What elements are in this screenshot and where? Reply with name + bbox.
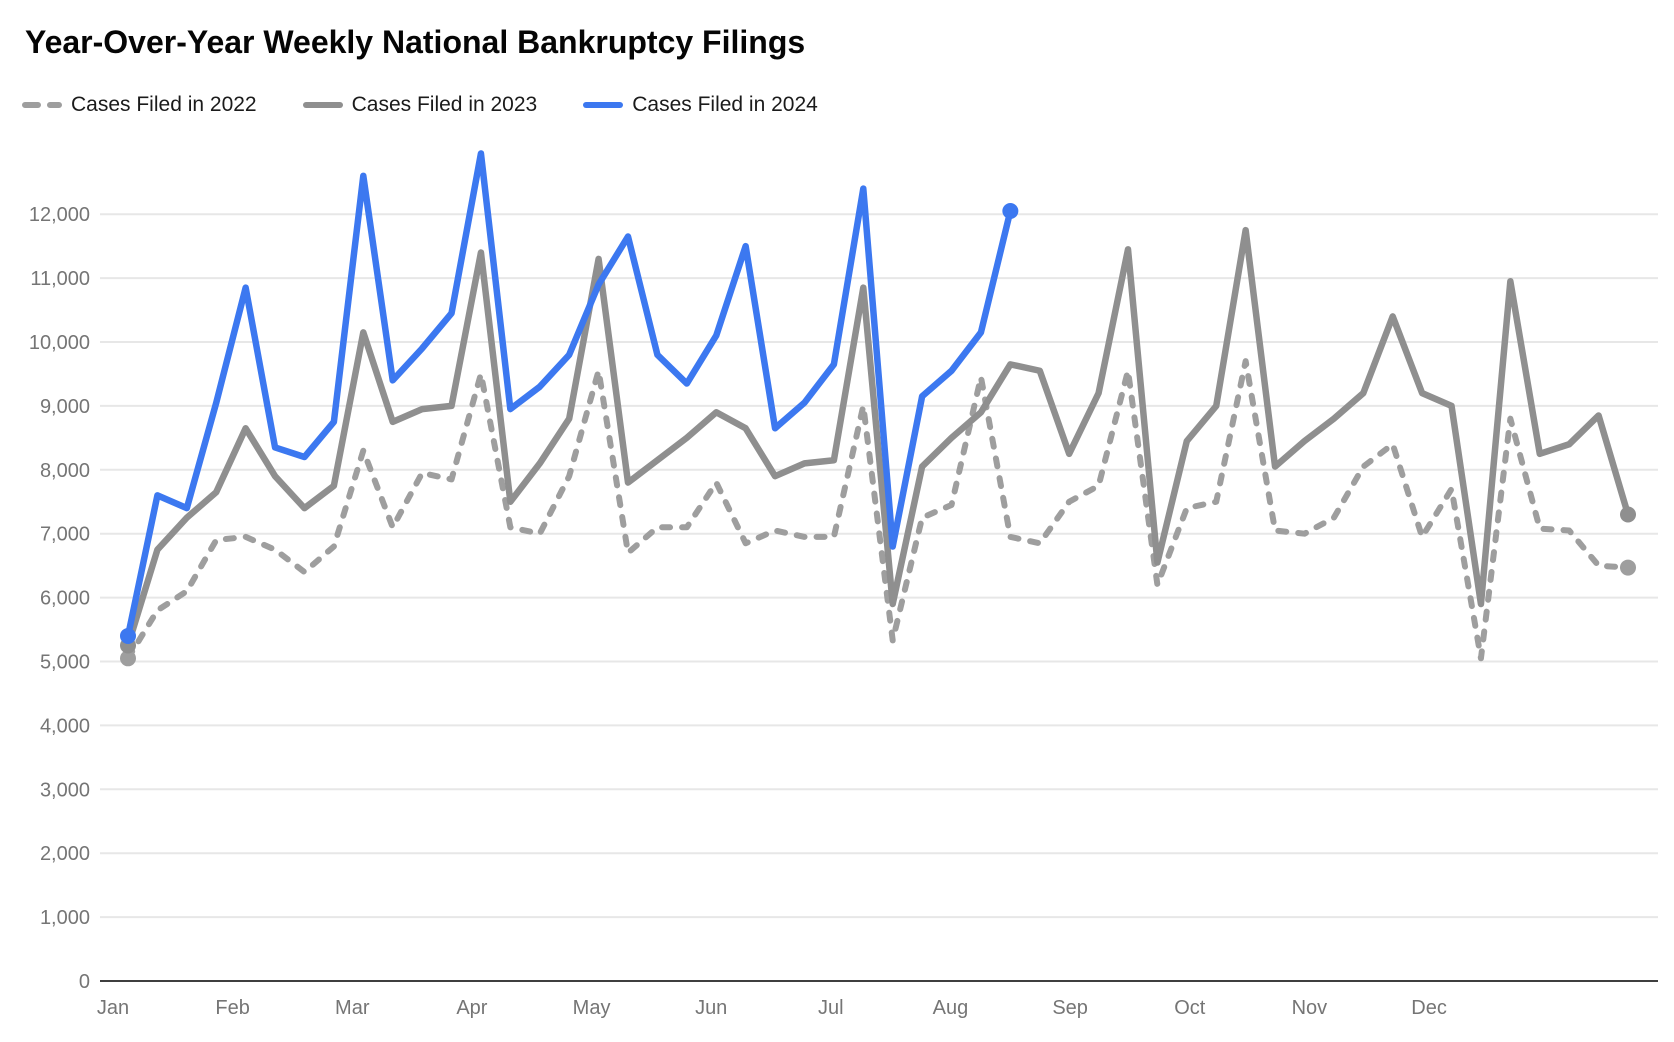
y-tick-label: 6,000 [40, 588, 90, 610]
x-axis-labels: Jan Feb Mar Apr May Jun Jul Aug Sep Oct Nov Dec [97, 997, 1447, 1019]
gridlines [100, 213, 1658, 982]
month-label: Feb [215, 997, 249, 1019]
endpoint-dot-cases-filed-in-2024 [1002, 203, 1019, 220]
y-tick-label: 3,000 [40, 779, 90, 801]
series-line-cases-filed-in-2024 [124, 150, 1014, 640]
month-label: Sep [1052, 997, 1088, 1019]
y-tick-label: 8,000 [40, 460, 90, 482]
chart-legend: Cases Filed in 2022 Cases Filed in 2023 … [22, 93, 818, 117]
month-label: Nov [1292, 997, 1328, 1019]
month-label: Dec [1411, 997, 1447, 1019]
legend-item-2022: Cases Filed in 2022 [22, 93, 257, 117]
legend-item-2023: Cases Filed in 2023 [302, 93, 538, 117]
legend-swatch-2022-dashed-line-icon [22, 102, 62, 108]
legend-swatch-2023-solid-line-icon [302, 102, 343, 108]
y-tick-label: 1,000 [40, 907, 90, 929]
y-tick-label: 5,000 [40, 652, 90, 674]
y-tick-label: 4,000 [40, 715, 90, 737]
month-label: Mar [335, 997, 370, 1019]
y-tick-label: 12,000 [29, 204, 90, 226]
y-tick-label: 10,000 [29, 332, 90, 354]
month-label: Jun [695, 997, 727, 1019]
y-tick-label: 9,000 [40, 396, 90, 418]
month-label: Jan [97, 997, 129, 1019]
endpoint-dot-cases-filed-in-2022 [1620, 559, 1636, 576]
legend-label-2024: Cases Filed in 2024 [632, 93, 818, 116]
legend-swatch-2024-solid-line-icon [583, 102, 624, 108]
legend-label-2022: Cases Filed in 2022 [71, 93, 257, 116]
series-line-cases-filed-in-2023 [124, 226, 1632, 649]
y-tick-label: 7,000 [40, 524, 90, 546]
month-label: Apr [456, 997, 487, 1019]
endpoint-dot-cases-filed-in-2024 [120, 627, 136, 644]
legend-item-2024: Cases Filed in 2024 [583, 93, 818, 117]
endpoint-dot-cases-filed-in-2023 [1620, 506, 1636, 523]
y-tick-label: 2,000 [40, 843, 90, 865]
chart-title: Year-Over-Year Weekly National Bankruptc… [25, 24, 806, 60]
y-tick-label: 11,000 [30, 268, 90, 290]
series-line-cases-filed-in-2022 [125, 358, 1631, 662]
y-tick-label: 0 [79, 971, 90, 993]
month-label: Oct [1174, 997, 1206, 1019]
y-axis-labels: 0 1,000 2,000 3,000 4,000 5,000 6,000 7,000 8,00… [29, 204, 90, 993]
month-label: Jul [818, 997, 844, 1019]
month-label: May [573, 997, 611, 1019]
series-lines [120, 150, 1636, 667]
legend-label-2023: Cases Filed in 2023 [351, 93, 538, 116]
month-label: Aug [933, 997, 969, 1019]
endpoint-dot-cases-filed-in-2022 [120, 650, 136, 667]
